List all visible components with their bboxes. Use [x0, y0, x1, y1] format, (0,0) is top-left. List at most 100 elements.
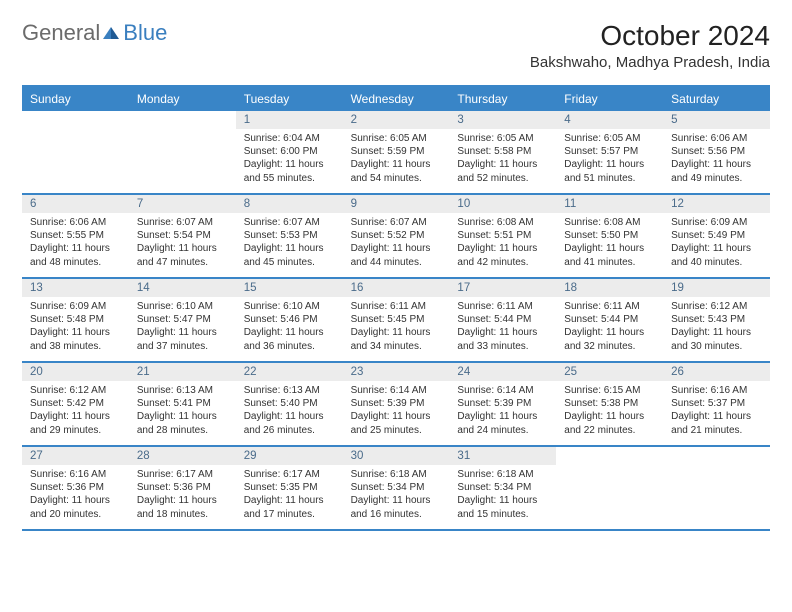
day-number: 24 [449, 363, 556, 381]
calendar-week-row: 6Sunrise: 6:06 AMSunset: 5:55 PMDaylight… [22, 195, 770, 279]
calendar-week-row: 20Sunrise: 6:12 AMSunset: 5:42 PMDayligh… [22, 363, 770, 447]
sunrise-text: Sunrise: 6:15 AM [564, 384, 657, 397]
daylight-text: Daylight: 11 hours and 29 minutes. [30, 410, 123, 436]
sunset-text: Sunset: 5:56 PM [671, 145, 764, 158]
daylight-text: Daylight: 11 hours and 26 minutes. [244, 410, 337, 436]
sunset-text: Sunset: 5:51 PM [457, 229, 550, 242]
sunrise-text: Sunrise: 6:17 AM [244, 468, 337, 481]
day-details: Sunrise: 6:12 AMSunset: 5:43 PMDaylight:… [663, 297, 770, 357]
day-number: 14 [129, 279, 236, 297]
calendar-day-cell: 16Sunrise: 6:11 AMSunset: 5:45 PMDayligh… [343, 279, 450, 361]
day-details: Sunrise: 6:10 AMSunset: 5:46 PMDaylight:… [236, 297, 343, 357]
day-details: Sunrise: 6:18 AMSunset: 5:34 PMDaylight:… [343, 465, 450, 525]
day-number: 4 [556, 111, 663, 129]
day-number: 19 [663, 279, 770, 297]
sunset-text: Sunset: 5:57 PM [564, 145, 657, 158]
day-details: Sunrise: 6:17 AMSunset: 5:36 PMDaylight:… [129, 465, 236, 525]
day-details: Sunrise: 6:15 AMSunset: 5:38 PMDaylight:… [556, 381, 663, 441]
sunset-text: Sunset: 5:36 PM [137, 481, 230, 494]
sunrise-text: Sunrise: 6:11 AM [351, 300, 444, 313]
daylight-text: Daylight: 11 hours and 17 minutes. [244, 494, 337, 520]
day-number: 8 [236, 195, 343, 213]
sunrise-text: Sunrise: 6:10 AM [137, 300, 230, 313]
calendar-day-cell: 1Sunrise: 6:04 AMSunset: 6:00 PMDaylight… [236, 111, 343, 193]
calendar-week-row: 1Sunrise: 6:04 AMSunset: 6:00 PMDaylight… [22, 111, 770, 195]
daylight-text: Daylight: 11 hours and 28 minutes. [137, 410, 230, 436]
daylight-text: Daylight: 11 hours and 38 minutes. [30, 326, 123, 352]
weekday-header: Saturday [663, 88, 770, 111]
sunset-text: Sunset: 5:44 PM [564, 313, 657, 326]
daylight-text: Daylight: 11 hours and 22 minutes. [564, 410, 657, 436]
calendar-day-cell [129, 111, 236, 193]
weekday-header: Tuesday [236, 88, 343, 111]
sunrise-text: Sunrise: 6:12 AM [30, 384, 123, 397]
day-number: 3 [449, 111, 556, 129]
month-title: October 2024 [530, 20, 770, 52]
daylight-text: Daylight: 11 hours and 51 minutes. [564, 158, 657, 184]
calendar-day-cell: 15Sunrise: 6:10 AMSunset: 5:46 PMDayligh… [236, 279, 343, 361]
day-number: 11 [556, 195, 663, 213]
sunset-text: Sunset: 5:45 PM [351, 313, 444, 326]
calendar-day-cell: 26Sunrise: 6:16 AMSunset: 5:37 PMDayligh… [663, 363, 770, 445]
day-details: Sunrise: 6:13 AMSunset: 5:40 PMDaylight:… [236, 381, 343, 441]
day-number: 31 [449, 447, 556, 465]
daylight-text: Daylight: 11 hours and 32 minutes. [564, 326, 657, 352]
day-details: Sunrise: 6:07 AMSunset: 5:52 PMDaylight:… [343, 213, 450, 273]
day-details: Sunrise: 6:11 AMSunset: 5:44 PMDaylight:… [556, 297, 663, 357]
day-number: 30 [343, 447, 450, 465]
calendar-day-cell: 31Sunrise: 6:18 AMSunset: 5:34 PMDayligh… [449, 447, 556, 529]
calendar-page: General Blue October 2024 Bakshwaho, Mad… [0, 0, 792, 541]
daylight-text: Daylight: 11 hours and 21 minutes. [671, 410, 764, 436]
sunset-text: Sunset: 5:53 PM [244, 229, 337, 242]
sunset-text: Sunset: 5:41 PM [137, 397, 230, 410]
calendar-day-cell: 5Sunrise: 6:06 AMSunset: 5:56 PMDaylight… [663, 111, 770, 193]
day-details: Sunrise: 6:06 AMSunset: 5:56 PMDaylight:… [663, 129, 770, 189]
daylight-text: Daylight: 11 hours and 54 minutes. [351, 158, 444, 184]
sunset-text: Sunset: 5:34 PM [351, 481, 444, 494]
sunrise-text: Sunrise: 6:14 AM [351, 384, 444, 397]
calendar-day-cell: 14Sunrise: 6:10 AMSunset: 5:47 PMDayligh… [129, 279, 236, 361]
sunrise-text: Sunrise: 6:08 AM [457, 216, 550, 229]
day-details: Sunrise: 6:06 AMSunset: 5:55 PMDaylight:… [22, 213, 129, 273]
sunrise-text: Sunrise: 6:05 AM [564, 132, 657, 145]
sunrise-text: Sunrise: 6:13 AM [137, 384, 230, 397]
weekday-header: Friday [556, 88, 663, 111]
sunrise-text: Sunrise: 6:10 AM [244, 300, 337, 313]
sunrise-text: Sunrise: 6:11 AM [564, 300, 657, 313]
sunrise-text: Sunrise: 6:06 AM [671, 132, 764, 145]
calendar-day-cell: 9Sunrise: 6:07 AMSunset: 5:52 PMDaylight… [343, 195, 450, 277]
calendar-day-cell: 24Sunrise: 6:14 AMSunset: 5:39 PMDayligh… [449, 363, 556, 445]
day-number: 22 [236, 363, 343, 381]
sunrise-text: Sunrise: 6:18 AM [457, 468, 550, 481]
sunset-text: Sunset: 5:35 PM [244, 481, 337, 494]
day-details: Sunrise: 6:14 AMSunset: 5:39 PMDaylight:… [343, 381, 450, 441]
day-details: Sunrise: 6:05 AMSunset: 5:59 PMDaylight:… [343, 129, 450, 189]
day-details: Sunrise: 6:08 AMSunset: 5:50 PMDaylight:… [556, 213, 663, 273]
day-number: 6 [22, 195, 129, 213]
calendar-grid: Sunday Monday Tuesday Wednesday Thursday… [22, 85, 770, 531]
day-details: Sunrise: 6:07 AMSunset: 5:53 PMDaylight:… [236, 213, 343, 273]
calendar-day-cell: 21Sunrise: 6:13 AMSunset: 5:41 PMDayligh… [129, 363, 236, 445]
sunrise-text: Sunrise: 6:05 AM [457, 132, 550, 145]
sunset-text: Sunset: 5:40 PM [244, 397, 337, 410]
daylight-text: Daylight: 11 hours and 18 minutes. [137, 494, 230, 520]
day-number: 9 [343, 195, 450, 213]
sunset-text: Sunset: 5:55 PM [30, 229, 123, 242]
day-details: Sunrise: 6:14 AMSunset: 5:39 PMDaylight:… [449, 381, 556, 441]
weeks-container: 1Sunrise: 6:04 AMSunset: 6:00 PMDaylight… [22, 111, 770, 531]
daylight-text: Daylight: 11 hours and 49 minutes. [671, 158, 764, 184]
calendar-day-cell: 4 Sunrise: 6:05 AMSunset: 5:57 PMDaylight… [556, 111, 663, 193]
daylight-text: Daylight: 11 hours and 41 minutes. [564, 242, 657, 268]
daylight-text: Daylight: 11 hours and 16 minutes. [351, 494, 444, 520]
logo-word-general: General [22, 20, 100, 46]
sunrise-text: Sunrise: 6:08 AM [564, 216, 657, 229]
day-number: 5 [663, 111, 770, 129]
day-details: Sunrise: 6:07 AMSunset: 5:54 PMDaylight:… [129, 213, 236, 273]
calendar-day-cell: 11Sunrise: 6:08 AMSunset: 5:50 PMDayligh… [556, 195, 663, 277]
calendar-week-row: 27Sunrise: 6:16 AMSunset: 5:36 PMDayligh… [22, 447, 770, 531]
day-number: 2 [343, 111, 450, 129]
calendar-day-cell [663, 447, 770, 529]
daylight-text: Daylight: 11 hours and 52 minutes. [457, 158, 550, 184]
sunrise-text: Sunrise: 6:16 AM [671, 384, 764, 397]
calendar-week-row: 13Sunrise: 6:09 AMSunset: 5:48 PMDayligh… [22, 279, 770, 363]
